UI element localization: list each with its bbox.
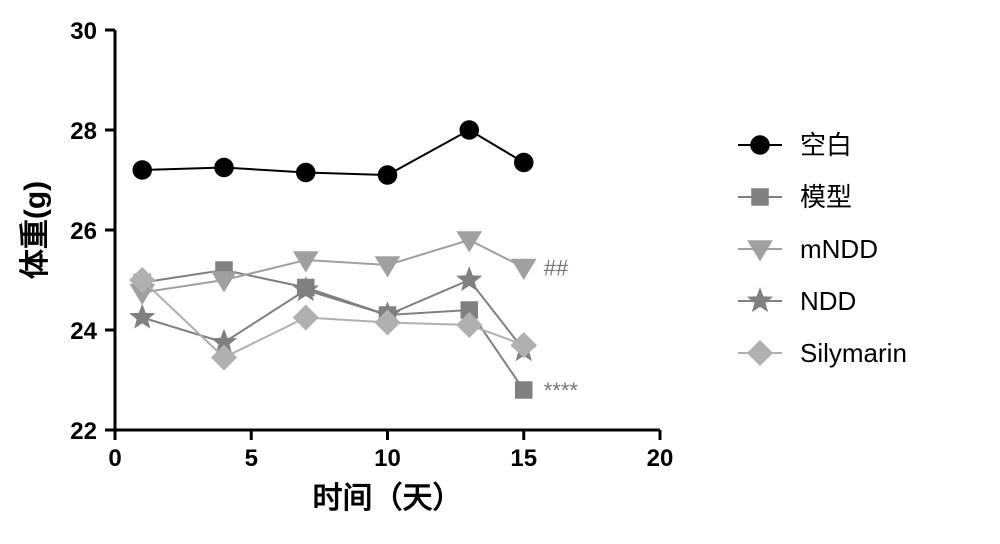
- x-tick-label: 15: [510, 445, 537, 472]
- series-annotation: ##: [544, 256, 569, 281]
- y-tick-label: 22: [70, 418, 97, 445]
- x-axis-label: 时间（天）: [313, 481, 463, 515]
- chart-container: 22 24 26 28 30 0 5 10 15 20 体重(g) 时间（天） **** ## 空白模型 mN…: [0, 0, 1000, 544]
- y-axis-label: 体重(g): [19, 181, 52, 279]
- legend-label: Silymarin: [800, 338, 907, 368]
- series-annotation: ****: [544, 378, 579, 403]
- y-tick-label: 28: [70, 118, 97, 145]
- legend-label: 空白: [800, 130, 852, 160]
- y-tick-label: 26: [70, 218, 97, 245]
- x-tick-label: 20: [647, 445, 674, 472]
- y-tick-label: 24: [70, 318, 97, 345]
- y-tick-label: 30: [70, 18, 97, 45]
- legend-label: mNDD: [800, 234, 878, 264]
- x-tick-label: 5: [245, 445, 258, 472]
- line-chart: 22 24 26 28 30 0 5 10 15 20 体重(g) 时间（天） **** ## 空白模型 mN…: [0, 0, 1000, 544]
- x-tick-label: 0: [108, 445, 121, 472]
- legend-label: 模型: [800, 182, 852, 212]
- x-tick-label: 10: [374, 445, 401, 472]
- chart-bg: [0, 0, 1000, 544]
- legend-label: NDD: [800, 286, 856, 316]
